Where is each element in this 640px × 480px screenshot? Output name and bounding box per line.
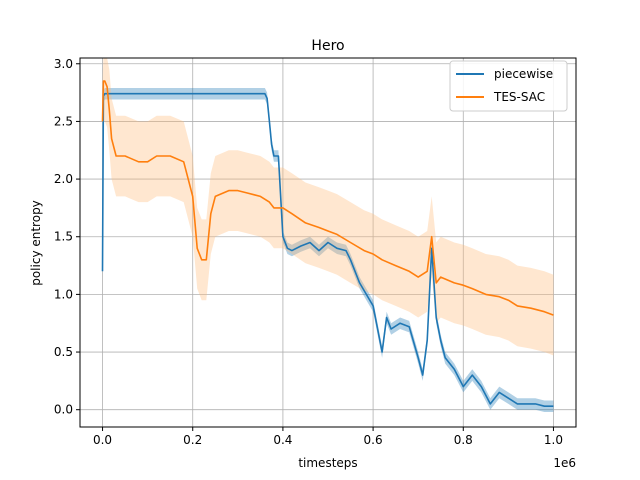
x-axis-scale-label: 1e6 [553, 456, 576, 470]
axes [79, 57, 577, 428]
series-lines [101, 80, 554, 408]
y-tick-label-0: 0.0 [54, 403, 73, 417]
band-tes-sac [102, 58, 554, 356]
y-tick-label-4: 2.0 [54, 172, 73, 186]
axes-frame [79, 57, 577, 428]
legend-label-piecewise: piecewise [494, 67, 553, 81]
legend-label-tes-sac: TES-SAC [493, 90, 545, 104]
chart-title: Hero [311, 38, 344, 54]
confidence-bands [102, 58, 554, 412]
y-tick-label-6: 3.0 [54, 57, 73, 71]
line-piecewise [101, 92, 554, 408]
x-tick-label-4: 0.8 [454, 433, 473, 447]
x-tick-label-0: 0.0 [93, 433, 112, 447]
y-tick-label-5: 2.5 [54, 114, 73, 128]
y-tick-label-1: 0.5 [54, 345, 73, 359]
x-tick-label-3: 0.6 [364, 433, 383, 447]
x-tick-label-1: 0.2 [183, 433, 202, 447]
y-axis-label: policy entropy [29, 200, 43, 286]
ticks: 0.0 0.2 0.4 0.6 0.8 1.0 0.0 0.5 1.0 1.5 2.0 2.5 3.0 [54, 57, 563, 447]
legend: piecewise TES-SAC [449, 60, 568, 112]
y-tick-label-2: 1.0 [54, 287, 73, 301]
line-tes-sac [101, 80, 554, 316]
grid [80, 58, 576, 427]
x-tick-label-5: 1.0 [544, 433, 563, 447]
x-tick-label-2: 0.4 [273, 433, 292, 447]
y-tick-label-3: 1.5 [54, 230, 73, 244]
x-axis-label: timesteps [298, 456, 357, 470]
